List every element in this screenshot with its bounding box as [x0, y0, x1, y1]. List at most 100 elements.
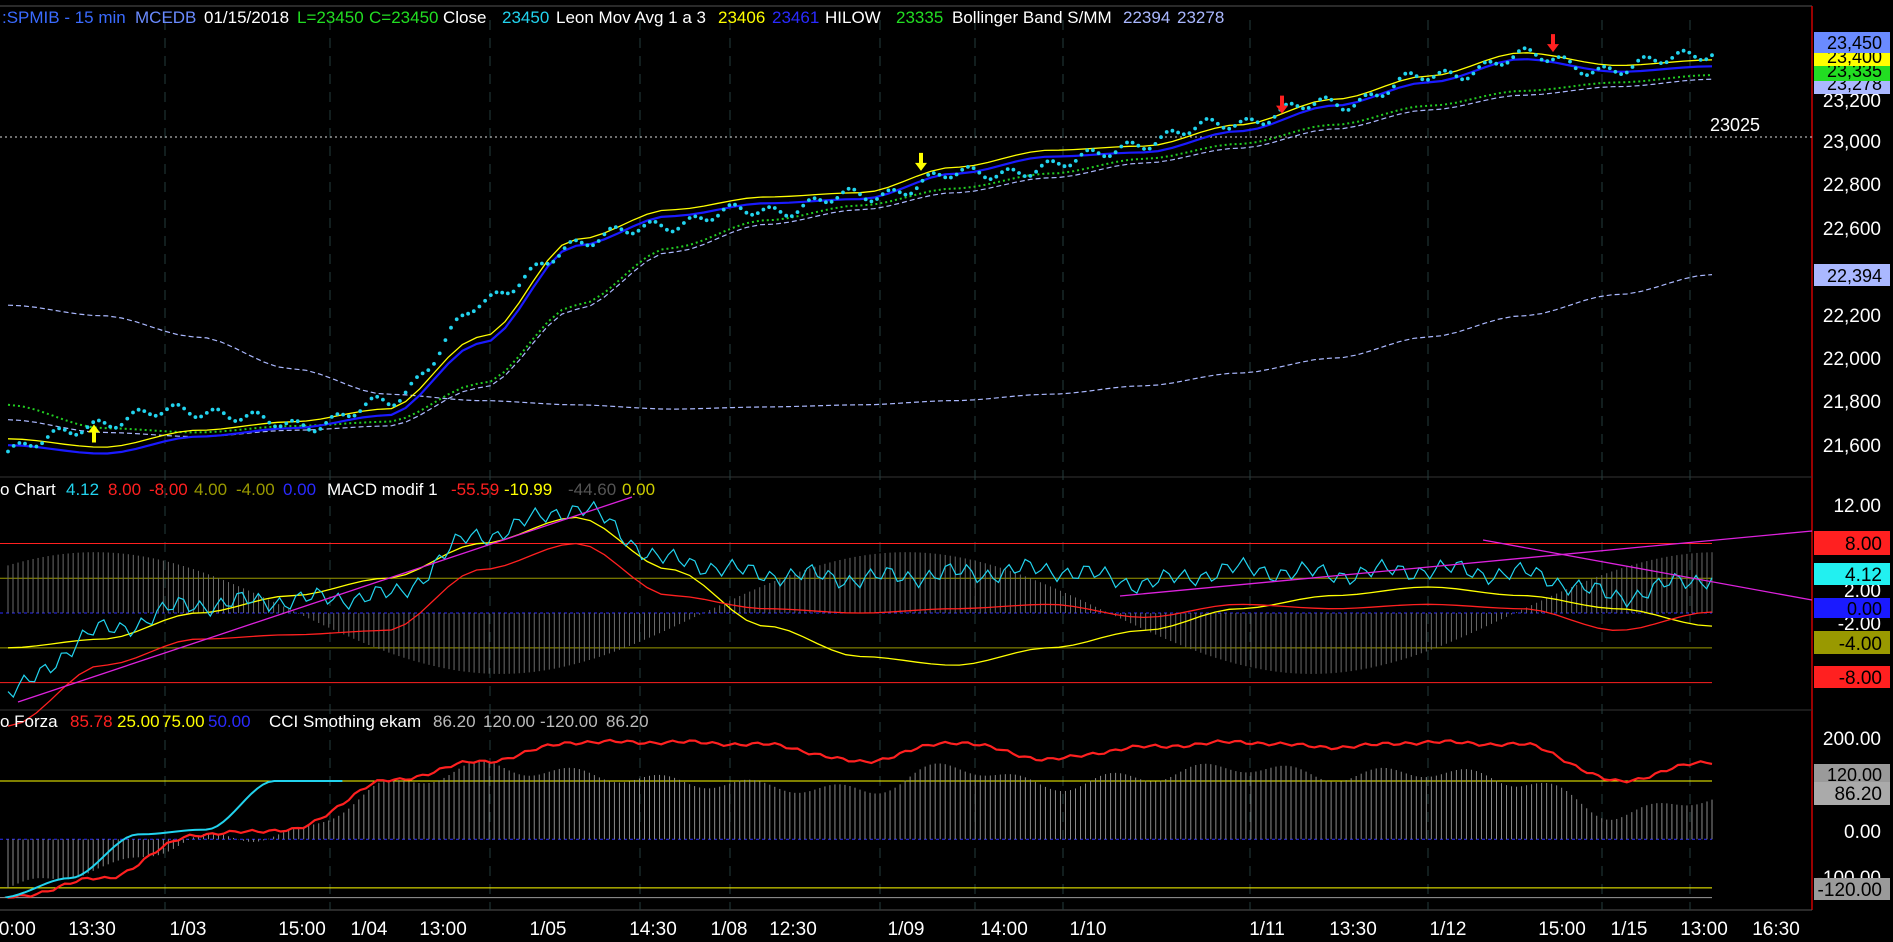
close-point — [1602, 64, 1606, 69]
close-point — [931, 171, 936, 176]
close-point — [51, 429, 56, 433]
close-point — [977, 170, 982, 175]
close-point — [710, 218, 715, 222]
close-point — [40, 441, 44, 446]
close-point — [1312, 102, 1317, 106]
close-point — [591, 243, 595, 248]
close-point — [818, 198, 823, 202]
close-point — [892, 188, 896, 192]
low-label: L=23450 — [297, 8, 364, 27]
close-point — [1630, 65, 1635, 69]
close-point — [1477, 65, 1481, 69]
bollinger-value-1: 22394 — [1123, 8, 1170, 27]
close-point — [295, 419, 300, 424]
close-point — [1534, 53, 1538, 57]
close-point — [716, 213, 720, 218]
price-header: :SPMIB - 15 min MCEDB 01/15/2018 L=23450… — [2, 8, 1224, 27]
mov-avg-label: Leon Mov Avg 1 a 3 — [556, 8, 706, 27]
time-tick: 1/04 — [351, 919, 388, 940]
close-point — [676, 226, 681, 231]
close-point — [789, 214, 794, 219]
close-point — [1346, 108, 1351, 112]
close-point — [1267, 120, 1271, 125]
badge-close: 23,450 — [1827, 33, 1882, 53]
close-point — [1056, 161, 1061, 166]
close-point — [23, 441, 27, 446]
close-point — [551, 259, 556, 264]
close-point — [494, 290, 499, 295]
time-tick: 13:00 — [1680, 919, 1728, 940]
signal-arrow — [1547, 34, 1559, 53]
close-point — [68, 431, 73, 436]
close-point — [1153, 142, 1158, 146]
close-point — [914, 186, 919, 191]
cci-value-5: 86.20 — [433, 712, 476, 731]
close-point — [903, 192, 908, 197]
close-point — [1590, 70, 1595, 75]
close-point — [1573, 66, 1578, 71]
close-point — [182, 406, 187, 411]
close-point — [1193, 126, 1197, 131]
close-point — [193, 415, 198, 419]
time-tick: 16:30 — [1752, 919, 1800, 940]
close-point — [1039, 163, 1044, 168]
close-point — [483, 298, 487, 303]
date-label: 01/15/2018 — [204, 8, 289, 27]
close-point — [937, 172, 942, 177]
close-point — [454, 317, 459, 322]
close-point — [926, 173, 931, 177]
close-point — [1375, 93, 1379, 98]
cci-value-1: 85.78 — [70, 712, 113, 731]
mov-avg-line-2 — [7, 58, 1713, 455]
close-point — [216, 407, 221, 412]
close-point — [176, 403, 181, 407]
cci-value-4: 50.00 — [208, 712, 251, 731]
close-point — [142, 409, 147, 413]
close-point — [1289, 101, 1294, 106]
close-point — [983, 175, 987, 180]
close-point — [97, 418, 101, 423]
close-point — [909, 191, 913, 196]
price-tick: 23,000 — [1823, 132, 1881, 153]
signal-arrow — [88, 424, 100, 443]
close-point — [1028, 174, 1033, 178]
close-point — [511, 289, 516, 294]
close-point — [960, 167, 965, 172]
close-point — [897, 190, 902, 195]
close-point — [727, 203, 732, 208]
macd-signal-line — [7, 516, 1713, 666]
close-point — [426, 368, 431, 372]
close-point — [381, 397, 385, 402]
macd-tick: 2.00 — [1844, 581, 1881, 602]
close-point — [91, 420, 96, 425]
close-point — [733, 202, 737, 207]
macd-header: o Chart 4.12 8.00 -8.00 4.00 -4.00 0.00 … — [0, 480, 655, 499]
close-point — [875, 197, 879, 201]
close-point — [420, 371, 425, 376]
close-point — [1556, 55, 1561, 59]
close-point — [1562, 55, 1567, 60]
cci-panel-name: o Forza — [0, 712, 58, 731]
close-point — [647, 220, 652, 224]
close-point — [290, 418, 294, 423]
symbol-label[interactable]: :SPMIB - 15 min — [2, 8, 126, 27]
close-point — [653, 220, 658, 224]
close-point — [642, 223, 647, 228]
macd-line — [7, 500, 1713, 699]
time-tick: 15:00 — [1538, 919, 1586, 940]
close-point — [1147, 146, 1152, 151]
close-point — [721, 207, 726, 212]
close-point — [744, 210, 749, 215]
close-point — [505, 291, 510, 296]
cci-value-8: 86.20 — [606, 712, 649, 731]
time-tick: 15:00 — [278, 919, 326, 940]
price-tick: 22,000 — [1823, 349, 1881, 370]
badge-macd-minus4: -4.00 — [1839, 634, 1882, 655]
close-point — [114, 425, 118, 430]
close-point — [409, 381, 414, 386]
close-point — [1409, 71, 1413, 76]
cci-fast-line — [4, 780, 343, 899]
close-point — [954, 172, 959, 177]
close-point — [1511, 55, 1516, 60]
badge-bollinger-lower: 22,394 — [1827, 266, 1882, 286]
